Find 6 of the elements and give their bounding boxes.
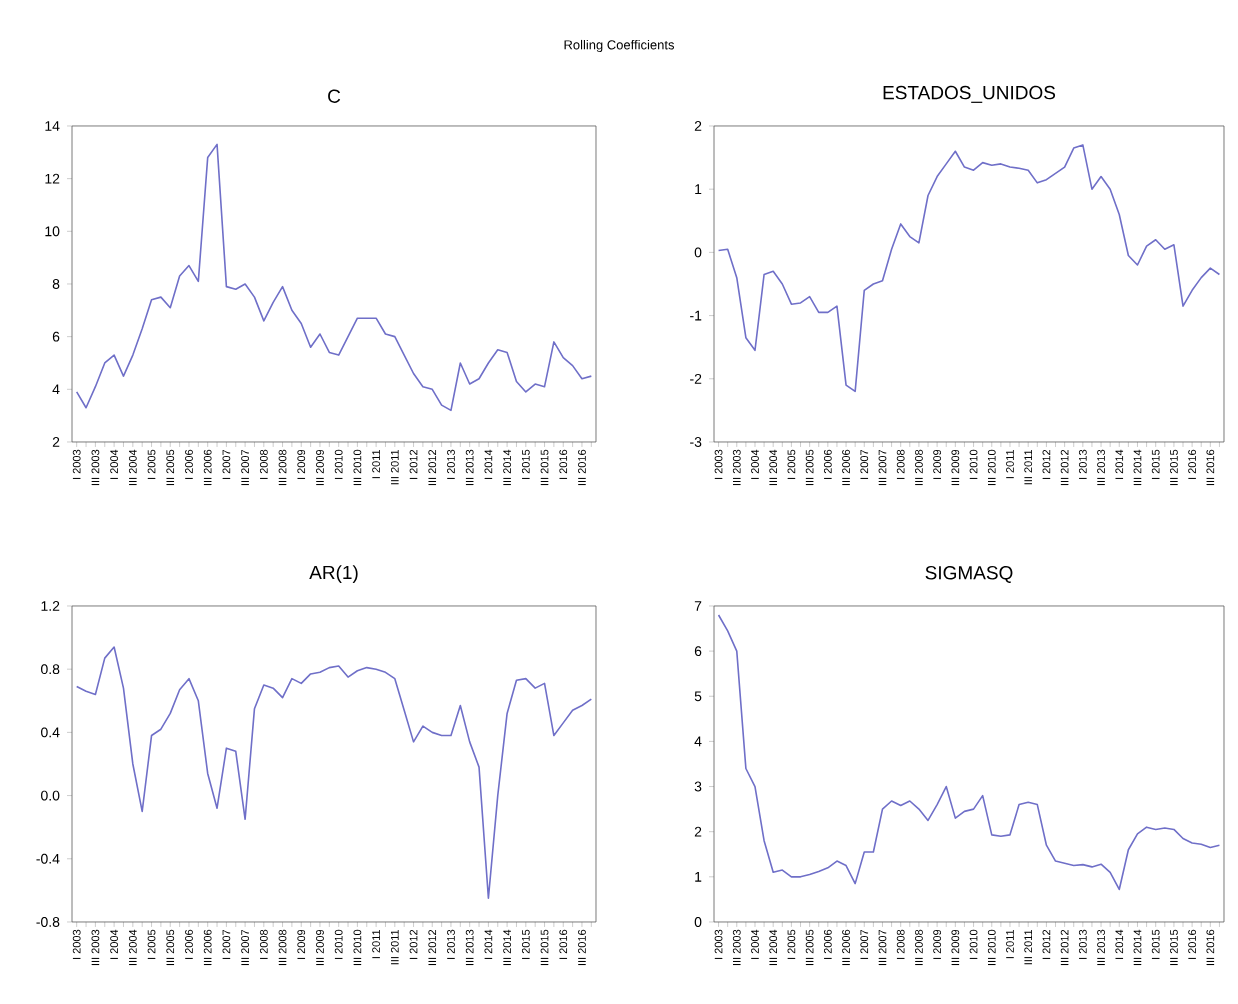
chart-title: ESTADOS_UNIDOS [883, 85, 1056, 103]
line-series [75, 646, 593, 900]
line-series [717, 614, 1221, 891]
chart-title: AR(1) [309, 565, 358, 583]
chart-title: C [328, 89, 341, 103]
chart-title: SIGMASQ [925, 566, 1013, 583]
